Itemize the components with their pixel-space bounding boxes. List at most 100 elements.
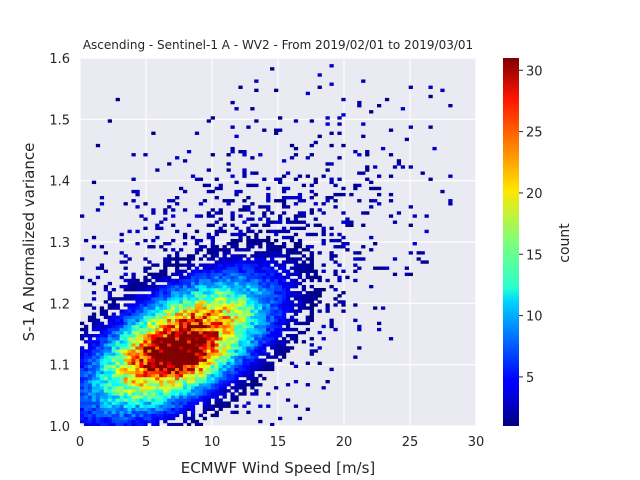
- heatmap-cell: [214, 413, 219, 418]
- heatmap-cell: [159, 220, 164, 224]
- heatmap-cell: [238, 383, 243, 387]
- x-tick-label: 25: [402, 435, 419, 450]
- heatmap-cell: [83, 373, 89, 378]
- heatmap-cell: [151, 419, 156, 424]
- heatmap-cell: [297, 211, 303, 215]
- heatmap-cell: [179, 422, 184, 426]
- heatmap-cell: [333, 238, 338, 243]
- heatmap-cell: [230, 263, 235, 267]
- heatmap-cell: [274, 263, 279, 267]
- heatmap-cell: [147, 284, 152, 289]
- heatmap-cell: [80, 358, 85, 362]
- heatmap-cell: [238, 275, 243, 280]
- heatmap-cell: [198, 318, 204, 323]
- heatmap-cell: [131, 358, 136, 362]
- heatmap-cell: [111, 419, 116, 424]
- heatmap-cell: [202, 383, 208, 387]
- heatmap-cell: [179, 186, 184, 191]
- heatmap-cell: [186, 297, 192, 301]
- heatmap-cell: [242, 260, 247, 264]
- heatmap-cell: [238, 309, 243, 313]
- heatmap-cell: [293, 146, 299, 151]
- heatmap-cell: [111, 346, 116, 350]
- heatmap-cell: [103, 315, 109, 319]
- heatmap-cell: [175, 404, 180, 408]
- heatmap-cell: [325, 309, 330, 313]
- heatmap-cell: [349, 192, 354, 197]
- heatmap-cell: [270, 330, 275, 335]
- heatmap-cell: [190, 327, 196, 332]
- heatmap-cell: [238, 269, 243, 273]
- heatmap-cell: [289, 143, 295, 148]
- heatmap-cell: [408, 165, 413, 169]
- heatmap-cell: [440, 189, 445, 194]
- heatmap-cell: [428, 125, 433, 129]
- heatmap-cell: [198, 346, 204, 350]
- heatmap-cell: [139, 294, 144, 298]
- heatmap-cell: [135, 327, 140, 332]
- heatmap-cell: [341, 192, 346, 197]
- heatmap-cell: [123, 349, 128, 353]
- heatmap-cell: [107, 340, 112, 344]
- heatmap-cell: [274, 232, 279, 237]
- heatmap-cell: [194, 297, 200, 301]
- heatmap-cell: [155, 337, 160, 341]
- heatmap-cell: [258, 260, 263, 264]
- heatmap-cell: [87, 352, 93, 356]
- heatmap-cell: [107, 392, 112, 396]
- heatmap-cell: [234, 192, 239, 197]
- heatmap-cell: [218, 288, 223, 292]
- heatmap-cell: [313, 303, 318, 307]
- heatmap-cell: [194, 284, 200, 289]
- heatmap-cell: [179, 312, 184, 316]
- heatmap-cell: [214, 318, 219, 323]
- heatmap-cell: [123, 380, 128, 384]
- heatmap-cell: [293, 380, 299, 384]
- heatmap-cell: [95, 343, 101, 347]
- heatmap-cell: [285, 257, 291, 261]
- heatmap-cell: [151, 263, 156, 267]
- heatmap-cell: [190, 291, 196, 295]
- heatmap-cell: [214, 196, 219, 200]
- heatmap-cell: [218, 373, 223, 378]
- heatmap-cell: [301, 284, 307, 289]
- heatmap-cell: [313, 349, 318, 353]
- heatmap-cell: [115, 413, 120, 418]
- heatmap-cell: [293, 220, 299, 224]
- heatmap-cell: [214, 300, 219, 304]
- heatmap-cell: [95, 370, 101, 375]
- heatmap-cell: [230, 174, 235, 178]
- heatmap-cell: [194, 392, 200, 396]
- heatmap-cell: [392, 165, 398, 169]
- heatmap-cell: [115, 361, 120, 365]
- heatmap-cell: [186, 373, 192, 378]
- heatmap-cell: [285, 171, 291, 175]
- heatmap-cell: [278, 343, 283, 347]
- heatmap-cell: [171, 352, 176, 356]
- heatmap-cell: [392, 272, 398, 277]
- heatmap-cell: [384, 266, 390, 270]
- heatmap-cell: [135, 343, 140, 347]
- heatmap-cell: [135, 386, 140, 390]
- heatmap-cell: [151, 208, 156, 212]
- heatmap-cell: [186, 392, 192, 396]
- heatmap-cell: [365, 150, 370, 154]
- heatmap-cell: [270, 309, 275, 313]
- heatmap-cell: [159, 346, 164, 350]
- heatmap-cell: [234, 395, 239, 399]
- heatmap-cell: [206, 343, 211, 347]
- heatmap-cell: [246, 226, 251, 231]
- heatmap-cell: [151, 303, 156, 307]
- heatmap-cell: [337, 131, 342, 135]
- heatmap-cell: [119, 321, 124, 326]
- heatmap-cell: [377, 104, 382, 108]
- heatmap-cell: [380, 306, 386, 310]
- heatmap-cell: [119, 349, 124, 353]
- heatmap-cell: [91, 312, 97, 316]
- heatmap-cell: [270, 272, 275, 277]
- heatmap-cell: [305, 407, 310, 411]
- heatmap-cell: [293, 260, 299, 264]
- heatmap-cell: [242, 392, 247, 396]
- heatmap-cell: [258, 321, 263, 326]
- heatmap-cell: [206, 278, 211, 283]
